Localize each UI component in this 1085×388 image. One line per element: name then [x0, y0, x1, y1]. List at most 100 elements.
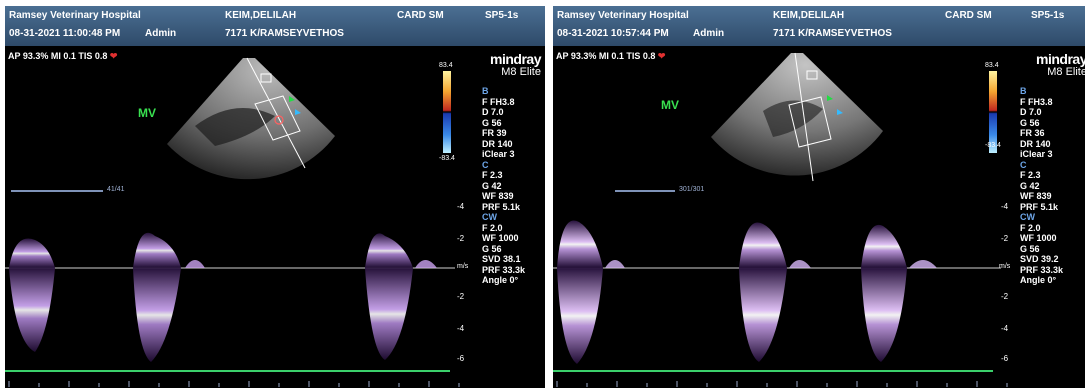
param-line: G 42: [1019, 180, 1040, 191]
param-line: WF 839: [1019, 191, 1052, 201]
velocity-tick: -2: [457, 234, 465, 243]
velocity-tick: -4: [1001, 324, 1009, 333]
ecg-trace: [553, 370, 993, 372]
heart-icon: ❤: [657, 51, 666, 61]
time-ruler: [8, 381, 460, 387]
bmode-header: B: [481, 86, 489, 96]
acoustic-status: AP 93.3% MI 0.1 TIS 0.8 ❤: [556, 51, 665, 62]
view-label: MV: [138, 106, 156, 120]
cw-mode-header: CW: [481, 212, 497, 222]
velocity-tick: -2: [1001, 234, 1009, 243]
param-line: PRF 5.1k: [1019, 201, 1058, 212]
param-line: DR 140: [1019, 138, 1051, 149]
exam-type: CARD SM: [945, 10, 992, 21]
param-line: iClear 3: [1019, 149, 1053, 159]
exam-datetime: 08-31-2021 10:57:44 PM: [557, 28, 669, 39]
param-line: SVD 38.1: [481, 254, 521, 264]
param-line: Angle 0°: [481, 275, 519, 285]
patient-header: Ramsey Veterinary Hospital KEIM,DELILAH …: [5, 6, 545, 46]
param-line: G 56: [481, 117, 502, 128]
velocity-unit: m/s: [457, 263, 469, 270]
brand-logo: mindray M8 Elite: [490, 51, 541, 78]
patient-id: 7171 K/RAMSEYVETHOS: [225, 28, 344, 39]
param-line: F 2.3: [481, 170, 503, 180]
status-text: AP 93.3% MI 0.1 TIS 0.8: [8, 51, 108, 61]
hospital-name: Ramsey Veterinary Hospital: [9, 10, 141, 21]
param-line: D 7.0: [1019, 107, 1042, 117]
param-line: G 56: [1019, 243, 1040, 254]
patient-name: KEIM,DELILAH: [225, 10, 297, 21]
ecg-trace: [5, 370, 450, 372]
imaging-parameters: B F FH3.8 D 7.0 G 56 FR 39 DR 140 iClear…: [482, 86, 525, 286]
velocity-tick: -2: [457, 292, 465, 301]
brand-name: mindray: [490, 51, 541, 67]
velocity-tick: -4: [457, 324, 465, 333]
heart-icon: ❤: [109, 51, 118, 61]
velocity-tick: -4: [457, 202, 465, 211]
param-line: F 2.0: [481, 222, 503, 233]
operator-name: Admin: [693, 28, 725, 39]
param-line: WF 1000: [1019, 233, 1057, 243]
imaging-parameters: B F FH3.8 D 7.0 G 56 FR 36 DR 140 iClear…: [1020, 86, 1063, 286]
param-line: F 2.3: [1019, 170, 1041, 180]
color-scale-min: -83.4: [985, 142, 1001, 149]
cw-doppler-spectrum: [5, 232, 455, 362]
param-line: PRF 33.3k: [481, 264, 525, 275]
bmode-header: B: [1019, 86, 1027, 96]
brand-logo: mindray M8 Elite: [1036, 51, 1085, 78]
bmode-sector-image: [711, 52, 883, 182]
velocity-tick: -6: [457, 354, 465, 363]
param-line: iClear 3: [481, 149, 515, 159]
velocity-unit: m/s: [999, 263, 1011, 270]
probe-name: SP5-1s: [485, 10, 519, 21]
operator-name: Admin: [145, 28, 177, 39]
param-line: FR 36: [1019, 128, 1045, 138]
cw-mode-header: CW: [1019, 212, 1035, 222]
cine-timeline[interactable]: [615, 190, 675, 192]
color-scale-max: 83.4: [439, 62, 453, 69]
param-line: D 7.0: [481, 107, 504, 117]
patient-id: 7171 K/RAMSEYVETHOS: [773, 28, 892, 39]
velocity-tick: -2: [1001, 292, 1009, 301]
hospital-name: Ramsey Veterinary Hospital: [557, 10, 689, 21]
param-line: PRF 5.1k: [481, 201, 520, 212]
param-line: G 42: [481, 180, 502, 191]
ultrasound-panel-right: Ramsey Veterinary Hospital KEIM,DELILAH …: [553, 6, 1085, 388]
patient-header: Ramsey Veterinary Hospital KEIM,DELILAH …: [553, 6, 1085, 46]
color-scale-bar: [989, 71, 997, 153]
param-line: FR 39: [481, 128, 507, 138]
ultrasound-panel-left: Ramsey Veterinary Hospital KEIM,DELILAH …: [5, 6, 545, 388]
acoustic-status: AP 93.3% MI 0.1 TIS 0.8 ❤: [8, 51, 117, 62]
velocity-tick: -4: [1001, 202, 1009, 211]
probe-name: SP5-1s: [1031, 10, 1065, 21]
exam-type: CARD SM: [397, 10, 444, 21]
color-mode-header: C: [1019, 159, 1027, 170]
cine-frame-counter: 301/301: [679, 186, 705, 193]
param-line: F FH3.8: [1019, 96, 1053, 107]
color-scale-min: -83.4: [439, 155, 455, 162]
color-mode-header: C: [481, 159, 489, 170]
param-line: G 56: [481, 243, 502, 254]
cine-frame-counter: 41/41: [107, 186, 125, 193]
time-ruler: [556, 381, 1008, 387]
patient-name: KEIM,DELILAH: [773, 10, 845, 21]
model-name: M8 Elite: [501, 66, 541, 78]
brand-name: mindray: [1036, 51, 1085, 67]
param-line: DR 140: [481, 138, 513, 149]
exam-datetime: 08-31-2021 11:00:48 PM: [9, 28, 121, 39]
param-line: Angle 0°: [1019, 275, 1057, 285]
param-line: SVD 39.2: [1019, 254, 1059, 264]
param-line: PRF 33.3k: [1019, 264, 1063, 275]
cine-timeline[interactable]: [11, 190, 103, 192]
velocity-tick: -6: [1001, 354, 1009, 363]
color-scale-bar: [443, 71, 451, 153]
view-label: MV: [661, 98, 679, 112]
param-line: F FH3.8: [481, 96, 515, 107]
param-line: WF 1000: [481, 233, 519, 243]
status-text: AP 93.3% MI 0.1 TIS 0.8: [556, 51, 656, 61]
model-name: M8 Elite: [1047, 66, 1085, 78]
param-line: G 56: [1019, 117, 1040, 128]
bmode-sector-image: [167, 57, 335, 180]
cw-doppler-spectrum: [553, 220, 1001, 364]
color-scale-max: 83.4: [985, 62, 999, 69]
